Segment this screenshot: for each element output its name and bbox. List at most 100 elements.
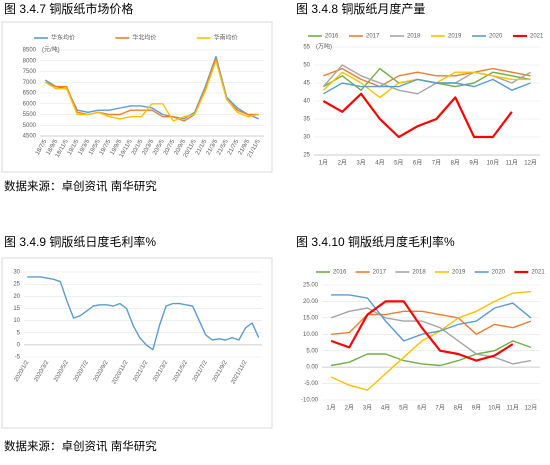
source-note: 数据来源：卓创资讯 南华研究 [4,179,157,193]
x-tick-label: 2月 [345,405,354,412]
y-tick-label: 25.00 [303,283,319,289]
x-tick-label: 10月 [487,160,500,167]
y-tick-label: -5 [15,355,21,361]
y-tick-label: 5000 [23,123,37,129]
y-tick-label: 5.00 [306,348,318,354]
legend-label: 华南均价 [214,34,238,42]
legend-label: 2017 [373,270,387,276]
x-tick-label: 8月 [454,405,463,412]
y-tick-label: 0 [17,342,21,348]
y-tick-label: 7500 [23,69,37,75]
y-tick-label: 5 [17,330,21,336]
chart-title: 图 3.4.8 铜版纸月度产量 [296,1,425,16]
legend-label: 华东均价 [51,34,75,42]
chart-title: 图 3.4.9 铜版纸日度毛利率% [4,234,156,249]
y-tick-label: 8500 [23,48,37,54]
y-tick-label: 20.00 [303,299,319,305]
x-tick-label: 2020/5/2 [53,359,70,383]
y-tick-label: 7000 [23,80,37,86]
series-line [330,340,532,367]
x-tick-label: 10月 [488,405,501,412]
x-tick-label: 2020/1/2 [14,359,31,383]
legend-label: 华北均价 [132,34,156,42]
x-tick-label: 2021/7/2 [192,359,209,383]
y-tick-label: 25 [13,282,20,288]
x-tick-label: 2020/9/2 [93,359,110,383]
series-line [44,60,259,122]
y-unit: (元/吨) [42,46,60,54]
x-tick-label: 7月 [432,160,441,167]
x-tick-label: 2020/7/2 [73,359,90,383]
x-tick-label: 2021/3/2 [152,359,169,383]
x-tick-label: 11月 [506,160,518,167]
x-tick-label: 3月 [356,160,365,167]
x-tick-label: 5月 [399,405,408,412]
x-tick-label: 12月 [525,405,538,412]
x-tick-label: 9月 [469,160,478,167]
series-line [44,55,259,120]
legend-label: 2016 [333,270,347,276]
y-tick-label: 4500 [23,134,37,140]
source-note: 数据来源：卓创资讯 南华研究 [4,439,157,453]
y-tick-label: 8000 [23,58,37,64]
y-tick-label: 20 [13,294,20,300]
y-tick-label: 10.00 [303,332,319,338]
y-tick-label: 55 [303,45,310,51]
series-line [331,310,532,335]
y-tick-label: 50 [303,63,310,69]
x-tick-label: 6月 [417,405,426,412]
chart-frame [1,257,273,429]
x-tick-label: 11月 [507,405,519,412]
y-tick-label: 35 [303,117,310,123]
chart-title: 图 3.4.10 铜版纸月度毛利率% [296,234,455,249]
y-tick-label: 25 [303,153,310,159]
legend-label: 2021 [530,34,544,40]
legend-label: 2020 [489,34,503,40]
x-tick-label: 2021/9/2 [212,359,229,383]
x-tick-label: 5月 [394,160,403,167]
x-tick-label: 2020/3/2 [33,359,50,383]
y-tick-label: 5500 [23,112,37,118]
y-unit: (万吨) [316,43,332,51]
y-tick-label: 0.00 [306,365,318,371]
x-tick-label: 6月 [413,160,422,167]
chart-frame [1,21,273,173]
series-line [323,78,531,95]
x-tick-label: 8月 [451,160,460,167]
series-line [323,67,531,88]
legend-label: 2017 [366,34,380,40]
series-line [330,300,514,362]
y-tick-label: 40 [303,99,310,105]
legend-label: 2018 [412,270,426,276]
legend-label: 2018 [407,34,421,40]
series-line [330,290,531,391]
y-tick-label: 15.00 [303,315,319,321]
x-tick-label: 2021/1/2 [133,359,150,383]
series-line [322,92,513,139]
legend-label: 2019 [452,270,466,276]
y-tick-label: 30 [13,270,20,276]
y-tick-label: 6000 [23,101,37,107]
legend-label: 2016 [325,34,339,40]
y-tick-label: 6500 [23,91,37,97]
series-line [45,57,259,122]
y-tick-label: -5.00 [304,381,318,387]
x-tick-label: 2021/5/2 [172,359,189,383]
legend-label: 2021 [531,270,545,276]
x-tick-label: 2月 [338,160,347,167]
chart-title: 图 3.4.7 铜版纸市场价格 [4,1,133,16]
y-tick-label: 30 [303,135,310,141]
x-tick-label: 1月 [326,405,335,412]
legend-label: 2020 [492,270,506,276]
x-tick-label: 7月 [435,405,444,412]
x-tick-label: 2020/11/2 [111,359,130,385]
series-line [27,276,260,351]
x-tick-label: 9月 [472,405,481,412]
y-tick-label: 10 [13,318,20,324]
y-tick-label: 45 [303,81,310,87]
legend-label: 2019 [448,34,462,40]
x-tick-label: 12月 [524,160,537,167]
series-line [331,294,532,342]
x-tick-label: 1月 [319,160,328,167]
